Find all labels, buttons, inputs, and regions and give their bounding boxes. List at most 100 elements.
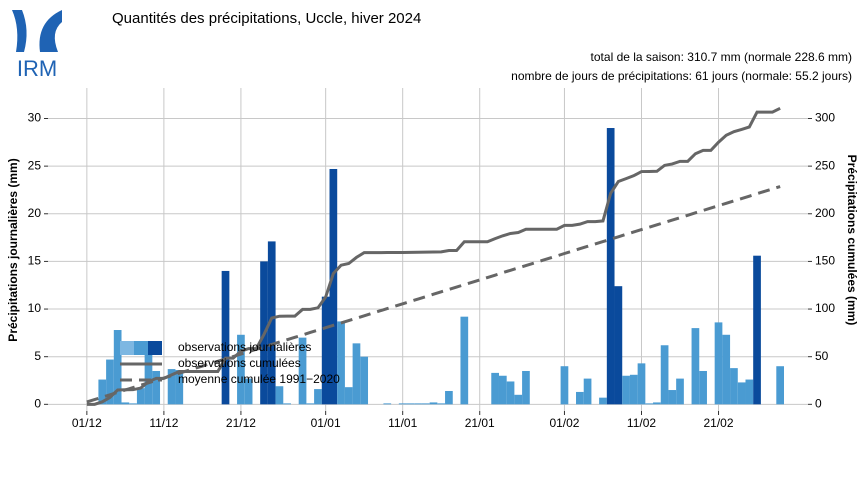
bar <box>152 370 161 405</box>
bar <box>306 403 315 405</box>
x-tick-label: 21/12 <box>226 416 256 430</box>
line <box>86 185 781 404</box>
bar <box>175 370 184 405</box>
bar <box>113 330 122 405</box>
bar <box>352 343 361 405</box>
bar <box>167 369 176 405</box>
subtitle: nombre de jours de précipitations: 61 jo… <box>511 69 852 83</box>
logo-text: IRM <box>17 56 57 81</box>
bar <box>745 379 754 405</box>
x-tick-label: 21/02 <box>704 416 734 430</box>
x-tick-label: 01/01 <box>311 416 341 430</box>
bar <box>244 378 253 405</box>
legend-swatch <box>148 341 162 355</box>
x-tick-label: 21/01 <box>465 416 495 430</box>
y2-tick-label: 200 <box>815 206 835 220</box>
legend-swatch <box>134 341 148 355</box>
bar <box>106 359 114 405</box>
bar <box>275 386 284 405</box>
y2-tick-label: 250 <box>815 158 835 172</box>
bar <box>129 403 137 405</box>
y-tick-label: 20 <box>28 206 42 220</box>
bar <box>98 379 107 405</box>
x-tick-label: 11/01 <box>388 416 417 430</box>
bar <box>491 372 499 405</box>
logo: IRM <box>12 10 62 81</box>
bar <box>414 403 422 405</box>
bar <box>321 296 330 405</box>
bar <box>360 356 369 405</box>
bar <box>676 378 684 405</box>
legend-swatch <box>120 341 134 355</box>
y-tick-label: 30 <box>28 111 42 125</box>
bar <box>121 402 130 405</box>
bar <box>445 390 453 405</box>
y2-axis-label: Précipitations cumulées (mm) <box>845 155 859 326</box>
bar <box>668 390 677 405</box>
bar <box>730 368 738 405</box>
bar <box>614 286 623 405</box>
bar <box>460 316 469 405</box>
bar <box>398 403 407 405</box>
x-tick-label: 01/02 <box>549 416 579 430</box>
bar <box>136 388 145 405</box>
bar <box>606 128 615 405</box>
logo-shape <box>39 10 62 52</box>
bar <box>406 403 415 405</box>
bar <box>337 321 345 405</box>
x-tick-label: 11/12 <box>149 416 178 430</box>
bar <box>329 168 338 405</box>
bar <box>622 375 630 405</box>
bar <box>753 255 761 405</box>
bar <box>429 402 438 405</box>
y-tick-label: 15 <box>28 254 42 268</box>
bar <box>722 334 731 405</box>
x-tick-label: 01/12 <box>72 416 102 430</box>
bar <box>421 403 430 405</box>
line <box>86 106 781 406</box>
bar <box>737 382 746 405</box>
bar <box>383 403 392 405</box>
bar <box>583 378 592 405</box>
bar <box>237 334 245 405</box>
bar <box>699 370 707 405</box>
bar <box>344 387 353 405</box>
bar <box>298 337 307 405</box>
y2-tick-label: 150 <box>815 254 835 268</box>
y-tick-label: 10 <box>28 301 42 315</box>
bar <box>660 345 669 405</box>
legend-label: observations journalières <box>178 340 311 354</box>
bar <box>314 389 322 405</box>
y2-tick-label: 100 <box>815 301 835 315</box>
legend-label: moyenne cumulée 1991−2020 <box>178 372 340 386</box>
y-tick-label: 5 <box>34 349 41 363</box>
bar <box>514 394 523 405</box>
bar <box>637 363 646 405</box>
bar <box>437 403 446 405</box>
x-tick-label: 11/02 <box>627 416 656 430</box>
bar <box>506 381 515 405</box>
bar <box>691 328 700 405</box>
bar <box>560 366 569 405</box>
bar <box>776 366 784 405</box>
bar <box>221 270 230 405</box>
y2-tick-label: 50 <box>815 349 829 363</box>
bar <box>629 374 638 405</box>
bar <box>599 397 607 405</box>
bar <box>576 391 584 405</box>
bar <box>144 341 153 405</box>
subtitle: total de la saison: 310.7 mm (normale 22… <box>591 50 852 64</box>
bar <box>645 403 654 405</box>
bar <box>653 402 661 405</box>
y-tick-label: 25 <box>28 158 42 172</box>
chart-title: Quantités des précipitations, Uccle, hiv… <box>112 10 421 27</box>
bar <box>498 375 507 405</box>
bar <box>283 403 291 405</box>
y2-tick-label: 300 <box>815 111 835 125</box>
bar <box>522 370 530 405</box>
y-tick-label: 0 <box>34 397 41 411</box>
logo-shape <box>12 10 27 52</box>
y-axis-label: Précipitations journalières (mm) <box>6 158 20 341</box>
